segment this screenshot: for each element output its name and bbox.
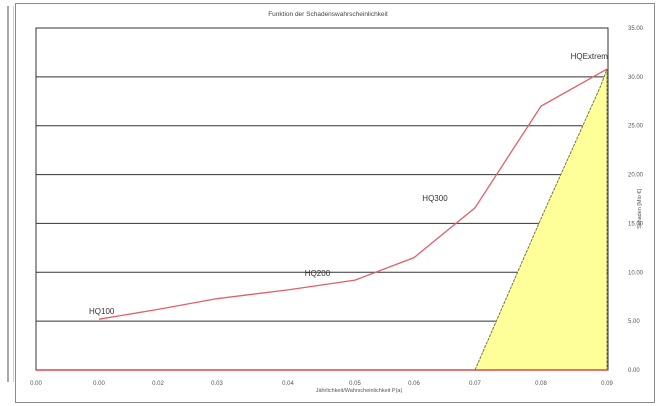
y-tick-label: 0.00 (628, 368, 640, 374)
left-panel-edge (7, 6, 14, 382)
x-tick-label: 0.04 (282, 381, 294, 387)
point-label: HQ200 (305, 269, 331, 278)
y-tick-label: 30.00 (628, 75, 644, 81)
chart-svg: Funktion der Schadenswahrscheinlichkeit … (30, 11, 644, 394)
chart-title: Funktion der Schadenswahrscheinlichkeit (268, 11, 388, 18)
x-tick-label: 0.00 (30, 381, 42, 387)
point-labels: HQ100 HQ200 HQ300 HQExtrem (89, 52, 608, 316)
y-tick-label: 10.00 (628, 270, 644, 276)
x-tick-label: 0.07 (469, 381, 481, 387)
series-line (36, 68, 608, 371)
x-tick-label: 0.08 (535, 381, 547, 387)
y-tick-label: 5.00 (628, 319, 640, 325)
point-label: HQ300 (422, 194, 448, 203)
x-tick-label: 0.03 (211, 381, 223, 387)
area-fill (474, 68, 608, 371)
x-tick-label: 0.06 (408, 381, 420, 387)
series-polyline (98, 68, 608, 320)
y-tick-labels: 0.00 5.00 10.00 15.00 20.00 25.00 30.00 35.00 (628, 26, 644, 374)
x-axis-title: Jährlichkeit/Wahrscheinlichkeit P(a) (316, 388, 403, 394)
y-axis-title: Schaden [Mio €] (637, 189, 643, 229)
y-tick-label: 20.00 (628, 173, 644, 179)
x-tick-label: 0.00 (93, 381, 105, 387)
point-label: HQExtrem (571, 52, 609, 61)
x-tick-labels: 0.00 0.00 0.02 0.03 0.04 0.05 0.06 0.07 0.08 0.09 (30, 381, 613, 387)
y-tick-label: 15.00 (628, 221, 644, 227)
x-tick-label: 0.09 (601, 381, 613, 387)
chart-frame: Funktion der Schadenswahrscheinlichkeit … (15, 3, 655, 403)
x-tick-label: 0.05 (349, 381, 361, 387)
y-tick-label: 25.00 (628, 124, 644, 130)
x-tick-label: 0.02 (152, 381, 164, 387)
point-label: HQ100 (89, 307, 115, 316)
y-tick-label: 35.00 (628, 26, 644, 32)
